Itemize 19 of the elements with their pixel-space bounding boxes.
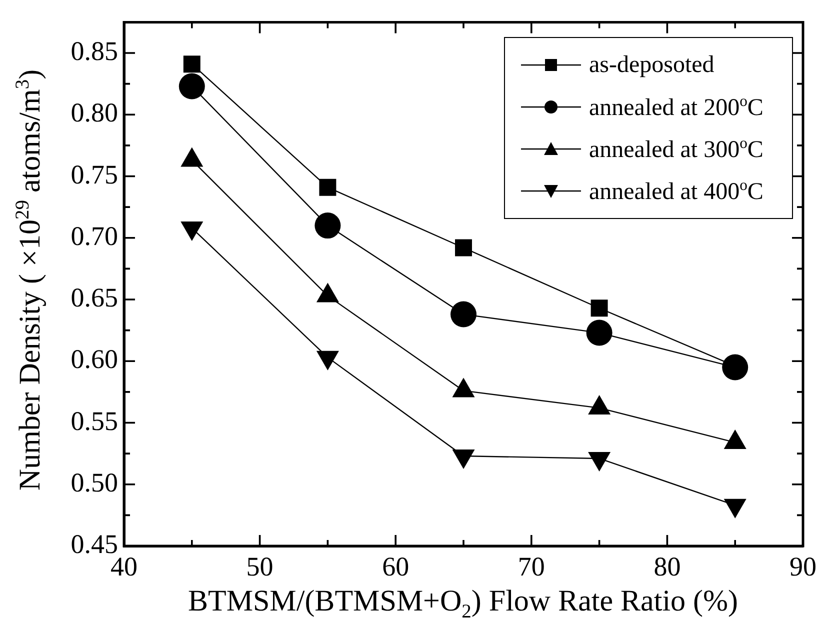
x-axis-title: BTMSM/(BTMSM+O$_{2}$) Flow Rate Ratio (%) <box>188 584 738 624</box>
y-tick-label: 0.75 <box>70 159 118 190</box>
y-tick-label: 0.45 <box>70 529 118 560</box>
x-tick-label: 90 <box>790 551 816 582</box>
y-tick-label: 0.65 <box>70 282 118 313</box>
y-tick-label: 0.50 <box>70 467 118 498</box>
x-tick-label: 50 <box>246 551 274 582</box>
y-tick-label: 0.80 <box>70 98 118 128</box>
legend-label: as-deposoted <box>589 52 714 78</box>
y-tick-label: 0.70 <box>70 220 118 251</box>
x-tick-label: 70 <box>518 551 545 582</box>
legend-label: annealed at 400$^{o}$C <box>589 176 764 206</box>
legend-label: annealed at 300$^{o}$C <box>589 134 764 164</box>
y-tick-label: 0.60 <box>70 344 118 374</box>
y-tick-label: 0.55 <box>70 406 118 436</box>
x-tick-label: 80 <box>654 551 681 582</box>
x-tick-label: 60 <box>382 551 410 582</box>
y-tick-label: 0.85 <box>70 36 118 66</box>
legend-label: annealed at 200$^{o}$C <box>589 92 764 122</box>
